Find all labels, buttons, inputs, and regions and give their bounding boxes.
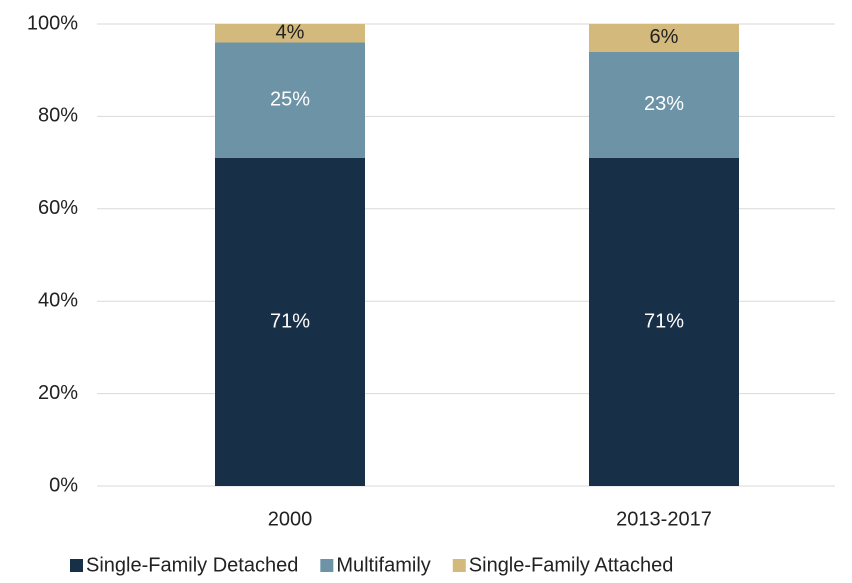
legend-swatch (70, 559, 83, 572)
y-tick-label: 0% (49, 474, 78, 496)
value-label: 4% (276, 22, 305, 44)
y-tick-label: 40% (38, 289, 78, 311)
legend-label: Multifamily (336, 554, 430, 576)
bar-segment (589, 157, 739, 487)
y-tick-label: 60% (38, 197, 78, 219)
legend-label: Single-Family Detached (86, 554, 298, 576)
legend: Single-Family Detached Multifamily Single-… (70, 554, 673, 576)
y-tick-label: 100% (27, 12, 78, 34)
y-tick-label: 20% (38, 382, 78, 404)
value-label: 71% (644, 310, 684, 332)
value-label: 71% (270, 310, 310, 332)
legend-label: Single-Family Attached (469, 554, 674, 576)
bar-segment (215, 42, 365, 158)
bar-segment (215, 24, 365, 43)
legend-swatch (452, 559, 466, 572)
x-tick-label: 2000 (268, 508, 313, 530)
x-tick-label: 2013-2017 (616, 508, 712, 530)
bar-segment (215, 157, 365, 487)
y-tick-label: 80% (38, 105, 78, 127)
bar-segment (589, 24, 739, 52)
value-label: 25% (270, 89, 310, 111)
legend-swatch (320, 559, 334, 572)
value-label: 6% (650, 26, 679, 48)
bar-segment (589, 51, 739, 158)
value-label: 23% (644, 93, 684, 115)
